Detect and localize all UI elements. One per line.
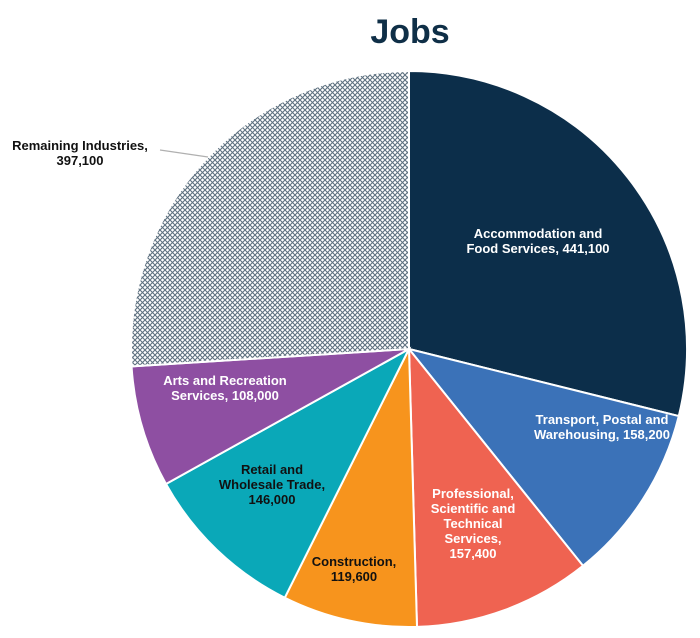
pie-slice bbox=[164, 346, 412, 600]
slice-label: Retail and Wholesale Trade, 146,000 bbox=[219, 462, 325, 507]
pie-slice bbox=[408, 69, 688, 418]
slice-label: Professional, Scientific and Technical Serv… bbox=[431, 486, 516, 561]
pie-slice bbox=[130, 348, 410, 486]
pie-slice bbox=[407, 346, 585, 628]
pie-slice bbox=[283, 348, 419, 628]
slice-label: Transport, Postal and Warehousing, 158,20… bbox=[534, 412, 670, 442]
slice-label: Accommodation and Food Services, 441,100 bbox=[466, 226, 609, 256]
chart-title: Jobs bbox=[370, 13, 450, 51]
leader-line bbox=[159, 149, 209, 158]
slice-label: Remaining Industries, 397,100 bbox=[12, 138, 148, 168]
slice-label: Arts and Recreation Services, 108,000 bbox=[163, 373, 287, 403]
slice-label: Construction, 119,600 bbox=[312, 554, 397, 584]
pie-slice bbox=[406, 347, 680, 568]
pie-slice bbox=[130, 69, 410, 368]
